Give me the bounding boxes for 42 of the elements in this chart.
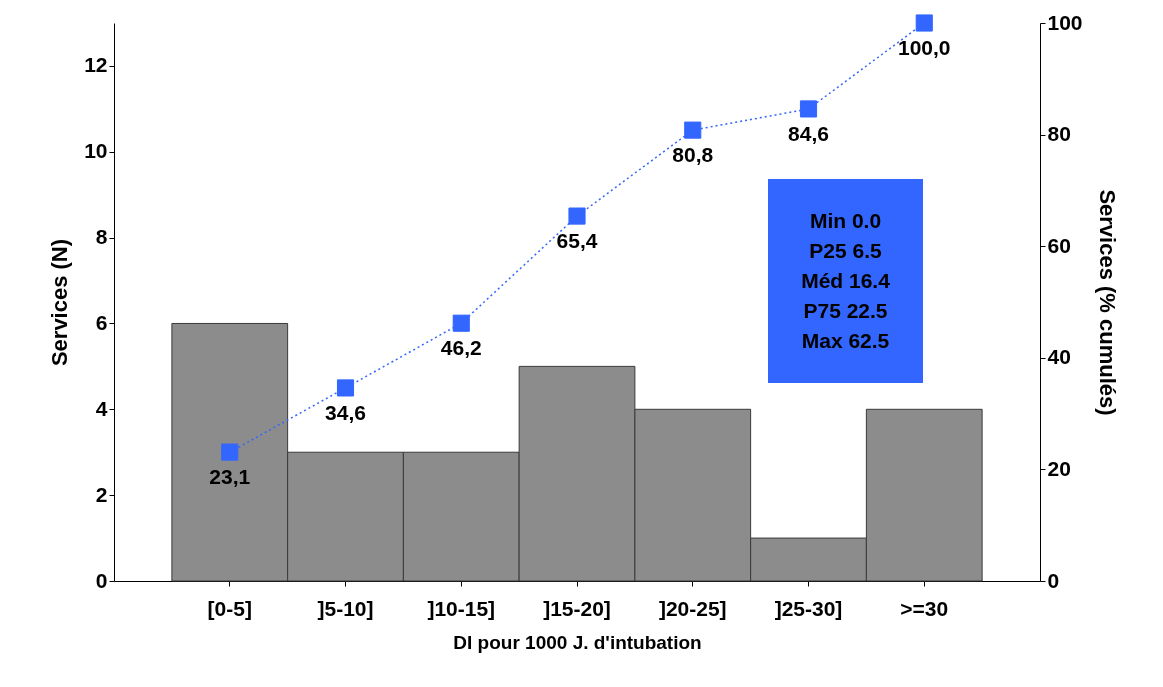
annotation: Min 0.0 (809, 208, 882, 234)
y-tick-label: 2 (95, 482, 108, 506)
annotation: Méd 16.4 (801, 268, 890, 294)
data-label: 34,6 (325, 400, 366, 424)
data-label: 46,2 (440, 336, 482, 360)
x-axis-title: DI pour 1000 J. d'intubation (453, 631, 702, 653)
x-tick-label: ]10-15] (427, 596, 496, 620)
y-axis-title: Services (N) (47, 238, 73, 367)
y2-tick-label: 20 (1047, 456, 1071, 480)
y2-tick-label: 80 (1047, 122, 1071, 146)
x-tick-label: [0-5] (207, 596, 252, 620)
x-tick-label: ]5-10] (317, 596, 374, 620)
data-label: 84,6 (788, 121, 829, 145)
annotation: P75 22.5 (803, 298, 888, 324)
point (568, 207, 586, 225)
y-tick-label: 4 (95, 396, 108, 420)
annotation: Max 62.5 (801, 328, 890, 354)
y-tick-label: 0 (95, 568, 108, 592)
data-label: 23,1 (209, 465, 251, 489)
y-tick-label: 12 (84, 53, 108, 77)
y-tick-label: 10 (84, 139, 108, 163)
y-tick-label: 6 (95, 310, 108, 334)
y2-tick-label: 100 (1047, 10, 1083, 34)
annotation: P25 6.5 (809, 238, 882, 264)
data-label: 100,0 (897, 36, 951, 59)
y2-tick-label: 0 (1047, 568, 1060, 592)
x-tick-label: ]15-20] (543, 596, 611, 620)
point (452, 314, 470, 332)
y2-axis-title: Services (% cumulés) (1094, 189, 1120, 416)
x-tick-label: >=30 (900, 596, 949, 620)
x-tick-label: ]20-25] (658, 596, 727, 620)
data-label: 65,4 (556, 229, 598, 253)
y-tick-label: 8 (95, 225, 108, 249)
point (336, 379, 355, 397)
y2-tick-label: 40 (1047, 345, 1071, 369)
point (799, 100, 818, 118)
point (915, 14, 933, 32)
y2-tick-label: 60 (1047, 233, 1071, 257)
x-tick-label: ]25-30] (774, 596, 843, 620)
point (221, 443, 239, 461)
point (684, 121, 702, 139)
data-label: 80,8 (672, 143, 714, 167)
